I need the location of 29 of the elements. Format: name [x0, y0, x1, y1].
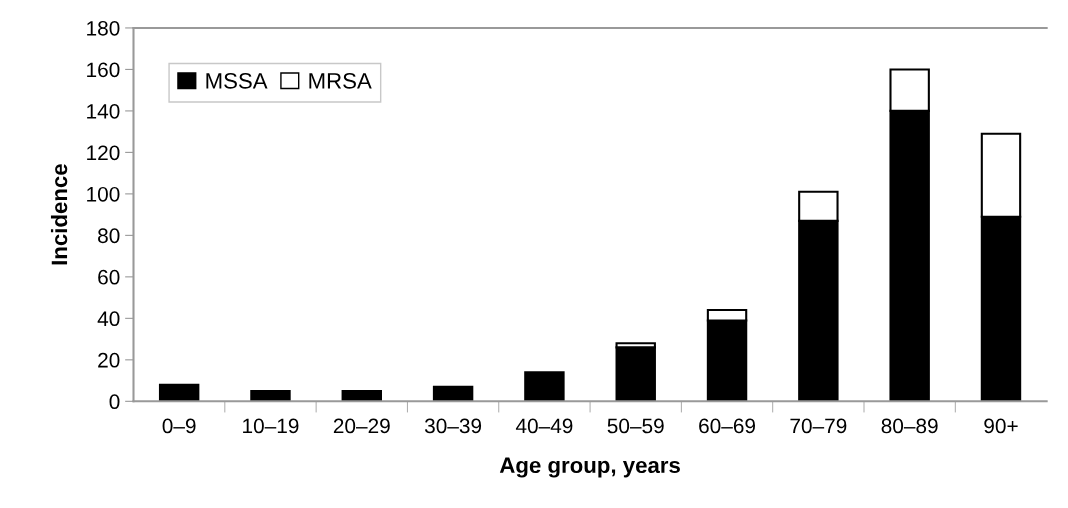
bar: [615, 346, 656, 402]
x-tick-label: 0–9: [162, 418, 196, 434]
x-tick-label: 90+: [984, 418, 1018, 434]
y-tick-label: 120: [87, 145, 120, 161]
bar: [158, 383, 200, 402]
bar: [250, 389, 291, 402]
x-tick-label: 60–69: [699, 418, 756, 434]
x-tick-label: 50–59: [607, 418, 664, 434]
bar: [432, 385, 474, 402]
y-tick-label: 160: [87, 62, 120, 78]
y-tick-label: 0: [109, 394, 120, 410]
x-tick-label: 10–19: [243, 418, 299, 434]
y-axis-title: Incidence: [50, 164, 68, 265]
legend-label: MRSA: [309, 72, 372, 89]
y-tick-label: 20: [98, 352, 120, 368]
y-tick-label: 100: [87, 186, 120, 202]
y-tick-label: 180: [87, 20, 120, 36]
x-axis-title: Age group, years: [499, 457, 680, 478]
y-tick-label: 60: [98, 269, 120, 285]
x-tick-label: 30–39: [424, 418, 482, 434]
y-tick-label: 40: [97, 311, 120, 327]
legend-label: MSSA: [206, 72, 268, 89]
bar: [524, 371, 565, 402]
y-tick-label: 140: [87, 103, 120, 119]
x-tick-label: 40–49: [515, 418, 573, 434]
y-tick-label: 80: [98, 228, 120, 244]
x-tick-label: 20–29: [333, 418, 390, 434]
x-tick-label: 70–79: [790, 418, 847, 434]
x-tick-label: 80–89: [881, 418, 938, 434]
